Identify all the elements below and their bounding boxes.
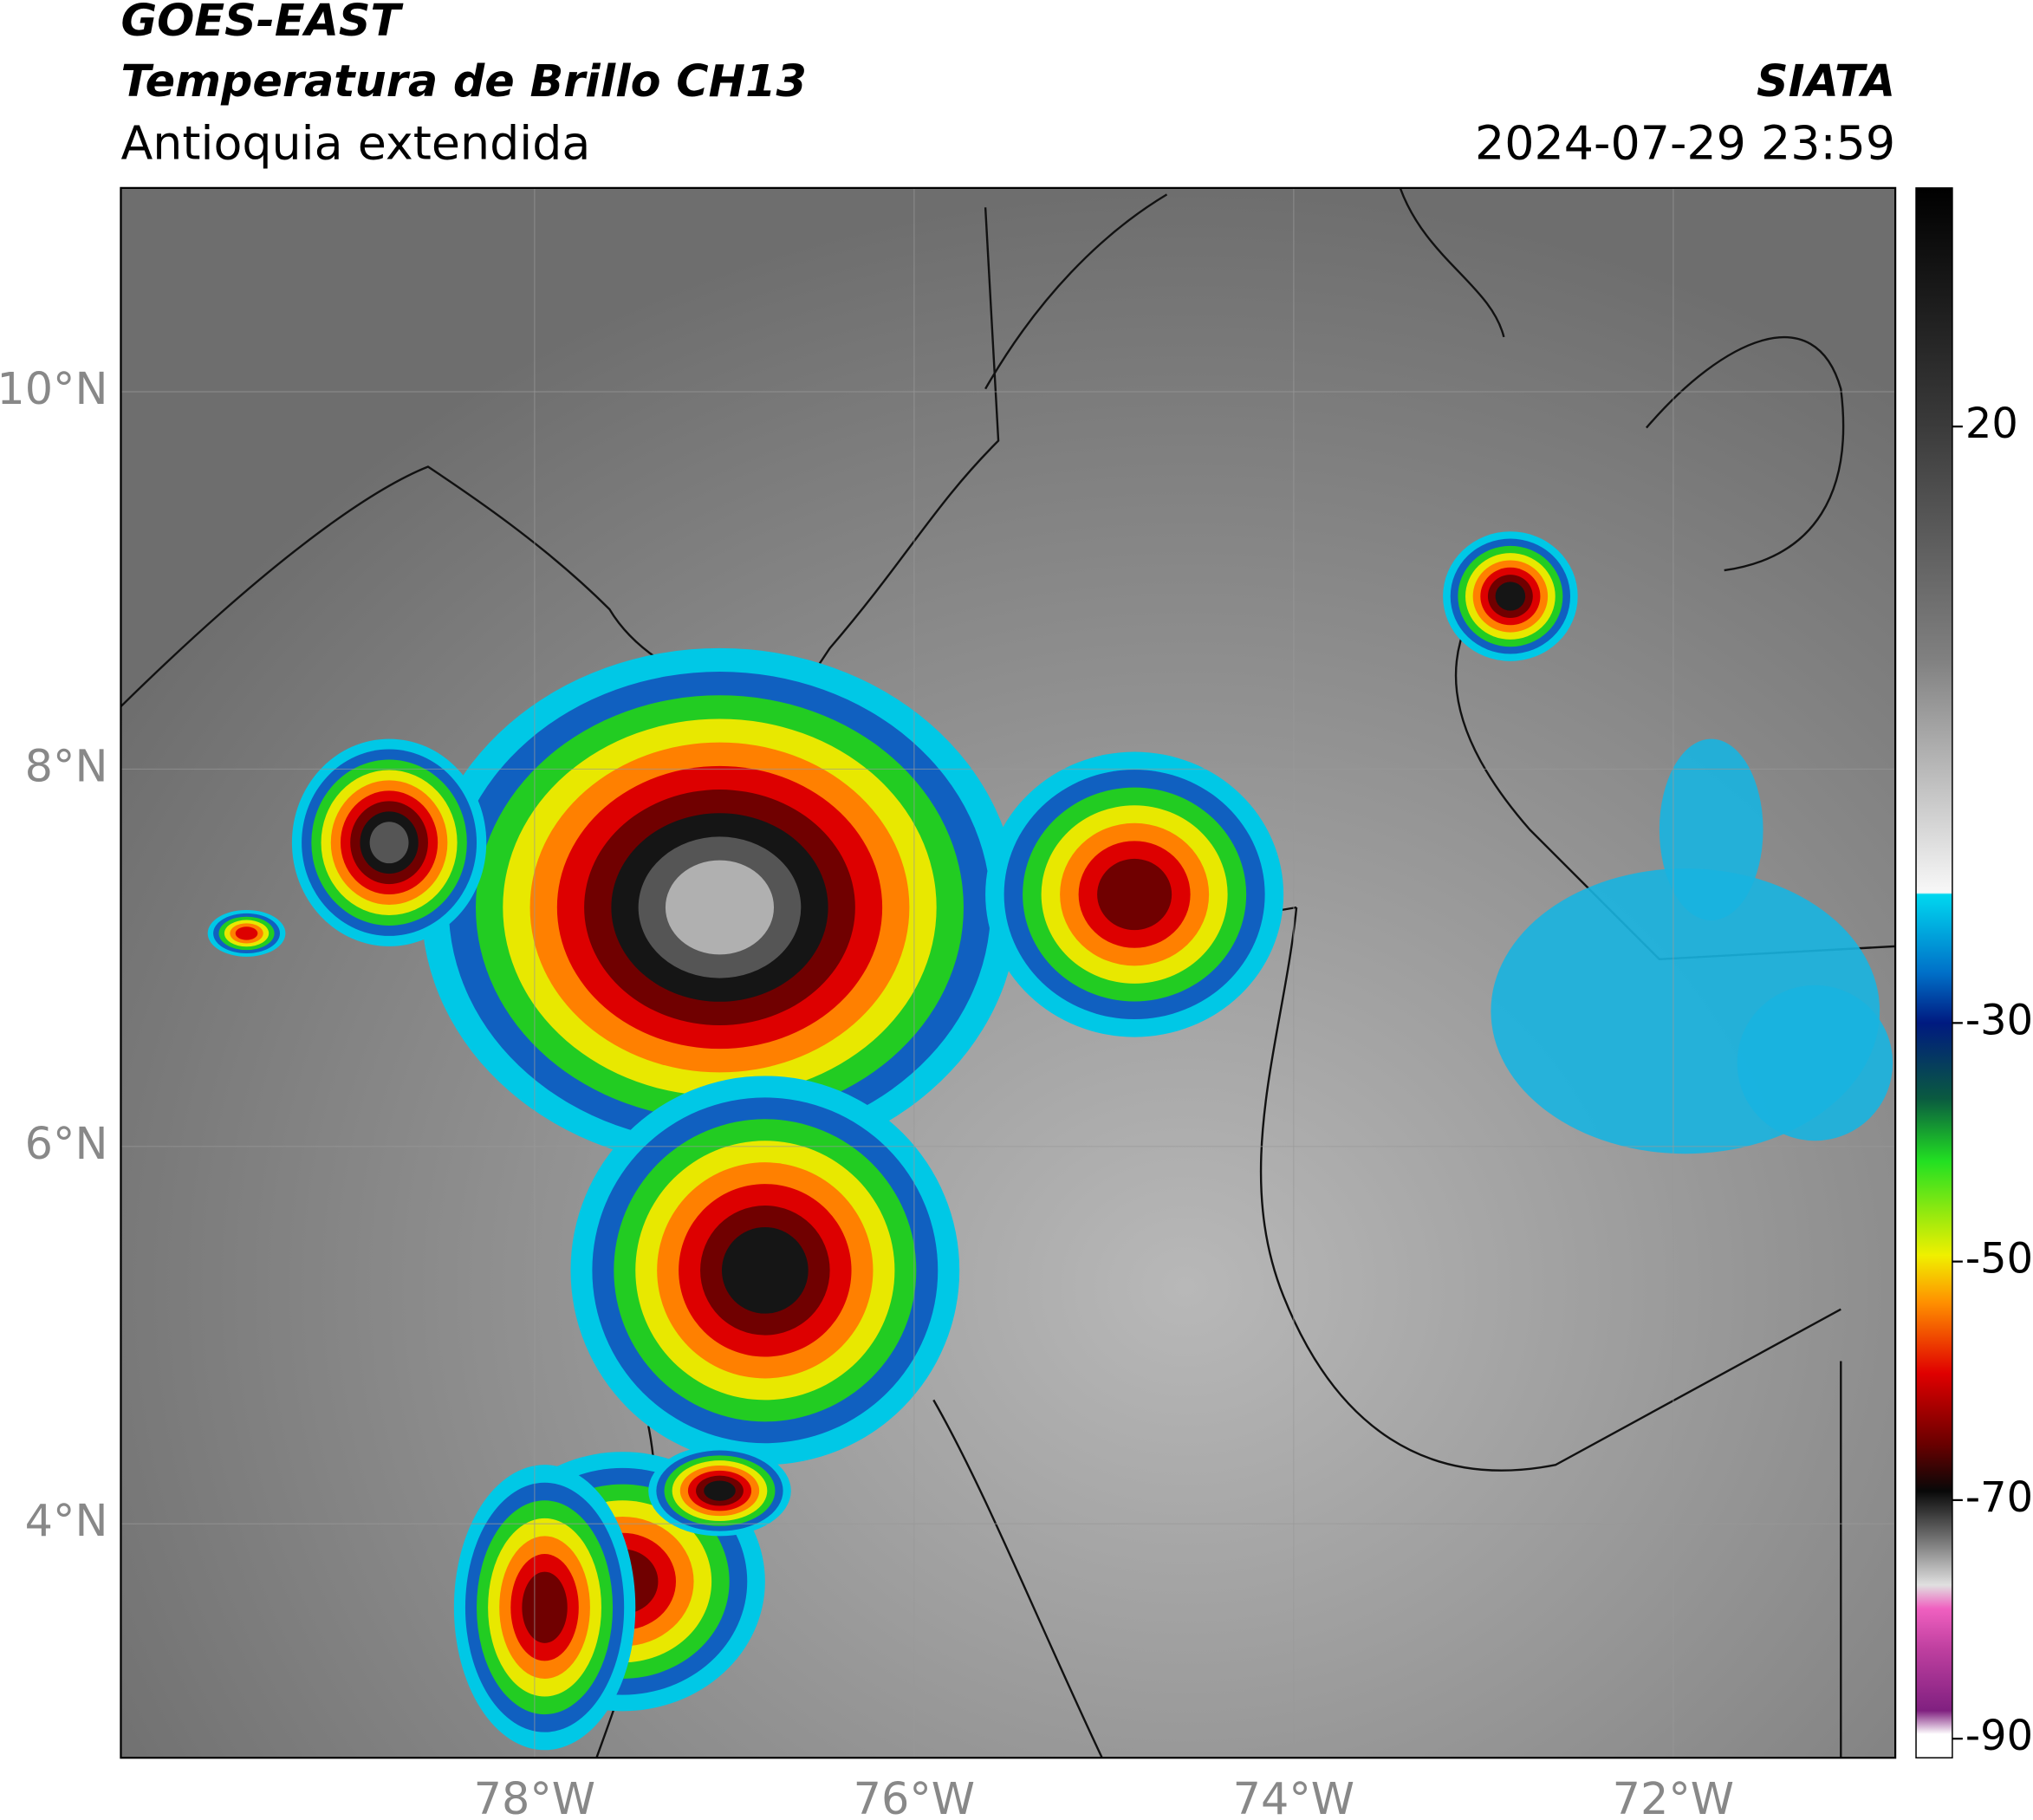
map-frame	[120, 186, 1897, 1759]
cloud-top	[1659, 738, 1763, 920]
colorbar-tick-label: -30	[1965, 997, 2033, 1044]
datetime: 2024-07-29 23:59	[1475, 116, 1895, 171]
y-tick-label: 8°N	[25, 740, 108, 791]
colorbar	[1915, 187, 1953, 1758]
cloud-top	[665, 860, 775, 955]
y-tick-label: 4°N	[25, 1495, 108, 1546]
title-line2: Temperatura de Brillo CH13	[120, 55, 806, 107]
source: SIATA	[1757, 55, 1895, 107]
colorbar-tick-label: 20	[1965, 400, 2018, 448]
x-tick-label: 72°W	[1613, 1773, 1734, 1820]
title-line1: GOES-EAST	[120, 0, 404, 46]
x-tick-label: 78°W	[474, 1773, 595, 1820]
map	[120, 187, 1896, 1758]
cloud-top	[522, 1571, 568, 1643]
cloud-top	[235, 926, 258, 940]
x-tick-label: 76°W	[854, 1773, 975, 1820]
colorbar-tick-label: -90	[1965, 1713, 2033, 1760]
cloud-top	[1097, 858, 1172, 931]
cloud-top	[1737, 985, 1893, 1141]
y-tick-label: 6°N	[25, 1118, 108, 1169]
cloud-top	[369, 822, 409, 864]
colorbar-tick-label: -70	[1965, 1474, 2033, 1522]
cloud-top	[1495, 582, 1526, 611]
y-tick-label: 10°N	[0, 363, 107, 414]
title-line3: Antioquia extendida	[120, 116, 590, 171]
x-tick-label: 74°W	[1233, 1773, 1354, 1820]
colorbar-tick-label: -50	[1965, 1236, 2033, 1284]
cloud-top	[721, 1226, 809, 1314]
cloud-top	[704, 1480, 736, 1501]
